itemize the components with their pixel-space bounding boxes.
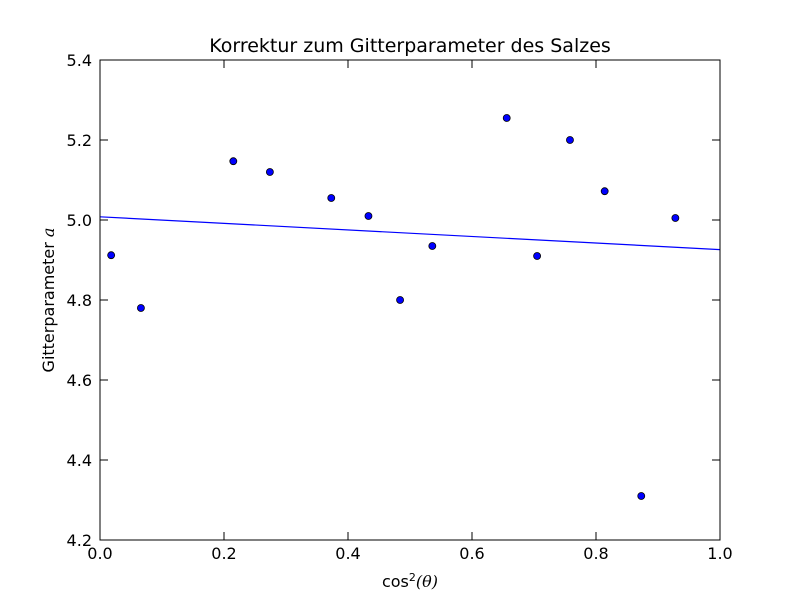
data-point-2 [137, 304, 145, 312]
y-tick-label: 4.4 [67, 451, 92, 470]
x-tick-label: 1.0 [707, 544, 732, 563]
y-axis-label: Gitterparameter a [39, 228, 58, 373]
chart-title: Korrektur zum Gitterparameter des Salzes [209, 35, 611, 57]
x-tick-label: 0.2 [211, 544, 236, 563]
y-tick-label: 4.6 [67, 371, 92, 390]
plot-content [99, 114, 721, 500]
x-axis-label-prefix: cos [382, 572, 409, 591]
data-point-9 [502, 114, 511, 122]
data-point-14 [671, 214, 680, 222]
y-axis-label-math: a [39, 228, 58, 238]
y-tick-label: 5.0 [67, 211, 92, 230]
y-tick-label: 4.2 [67, 531, 92, 550]
data-point-13 [637, 492, 646, 500]
y-tick-label: 4.8 [67, 291, 92, 310]
data-point-12 [600, 187, 609, 196]
x-tick-label: 0.8 [583, 544, 608, 563]
data-point-10 [533, 252, 541, 260]
data-point-11 [566, 136, 574, 144]
data-point-5 [327, 194, 336, 202]
x-axis-label-superscript: 2 [409, 571, 416, 584]
x-axis-label: cos2(θ) [382, 571, 438, 591]
axis-ticks: 0.0 0.2 0.4 0.6 0.8 1.0 4.2 4.4 4.6 4.8 5.0 5.2 5.4 [67, 51, 733, 563]
data-point-8 [428, 242, 437, 250]
y-axis-label-text: Gitterparameter [39, 237, 58, 372]
y-tick-label: 5.4 [67, 51, 92, 70]
data-point-4 [265, 168, 274, 176]
x-axis-label-math: (θ) [416, 572, 438, 591]
data-point-3 [229, 157, 238, 166]
axes-frame [99, 59, 721, 541]
data-point-7 [396, 296, 404, 304]
x-tick-label: 0.6 [459, 544, 484, 563]
data-point-1 [107, 251, 116, 260]
data-point-6 [364, 212, 373, 220]
fit-line [99, 216, 721, 251]
x-tick-label: 0.0 [87, 544, 112, 563]
y-tick-label: 5.2 [67, 131, 92, 150]
x-tick-label: 0.4 [335, 544, 360, 563]
